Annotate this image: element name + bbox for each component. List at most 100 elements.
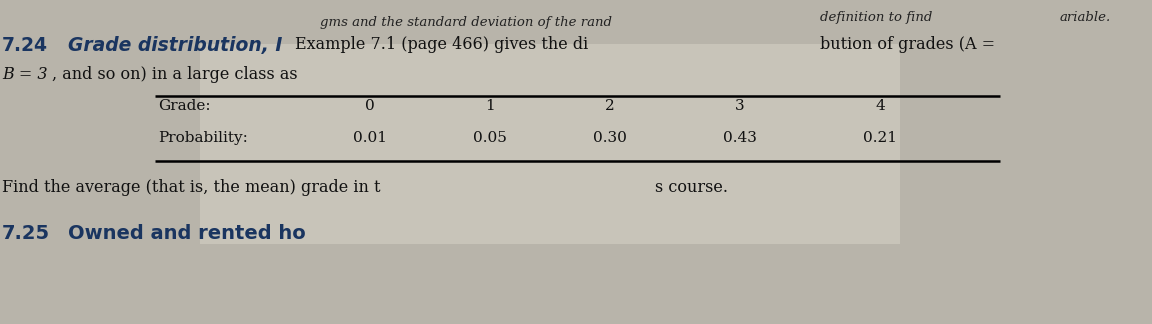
Bar: [342, 0, 346, 324]
Bar: [253, 0, 257, 324]
Bar: [642, 0, 645, 324]
Bar: [619, 0, 622, 324]
Bar: [1045, 0, 1048, 324]
Bar: [838, 0, 841, 324]
Bar: [392, 0, 395, 324]
Bar: [991, 0, 994, 324]
Bar: [530, 0, 533, 324]
Bar: [649, 0, 653, 324]
Bar: [956, 0, 960, 324]
Bar: [119, 0, 123, 324]
Text: 0.43: 0.43: [723, 131, 757, 145]
Bar: [902, 0, 907, 324]
Bar: [384, 0, 388, 324]
Bar: [441, 0, 446, 324]
Bar: [89, 0, 92, 324]
Text: 0: 0: [365, 99, 374, 113]
Bar: [411, 0, 415, 324]
Bar: [262, 0, 265, 324]
Bar: [1079, 0, 1083, 324]
Bar: [541, 0, 545, 324]
Bar: [188, 0, 192, 324]
Bar: [46, 0, 50, 324]
Bar: [856, 0, 861, 324]
Bar: [568, 0, 573, 324]
Bar: [192, 0, 196, 324]
Bar: [829, 0, 833, 324]
Bar: [637, 0, 642, 324]
Bar: [291, 0, 296, 324]
Bar: [922, 0, 925, 324]
Bar: [550, 0, 553, 324]
Bar: [357, 0, 361, 324]
Bar: [319, 0, 323, 324]
Bar: [268, 0, 273, 324]
Bar: [775, 0, 780, 324]
Text: definition to find: definition to find: [820, 11, 932, 24]
Bar: [153, 0, 158, 324]
Bar: [602, 0, 607, 324]
Bar: [215, 0, 219, 324]
Bar: [100, 0, 104, 324]
Bar: [968, 0, 971, 324]
Bar: [230, 0, 234, 324]
Bar: [960, 0, 964, 324]
Bar: [737, 0, 741, 324]
Text: s course.: s course.: [655, 179, 728, 196]
Bar: [918, 0, 922, 324]
Bar: [338, 0, 342, 324]
Bar: [722, 0, 726, 324]
Bar: [515, 0, 518, 324]
Bar: [31, 0, 35, 324]
Bar: [1102, 0, 1106, 324]
Bar: [622, 0, 626, 324]
Text: 7.25: 7.25: [2, 224, 51, 243]
Bar: [683, 0, 688, 324]
Bar: [729, 0, 734, 324]
Bar: [526, 0, 530, 324]
Bar: [665, 0, 668, 324]
Bar: [887, 0, 890, 324]
Bar: [890, 0, 895, 324]
Bar: [66, 0, 69, 324]
Text: 4: 4: [876, 99, 885, 113]
Bar: [472, 0, 476, 324]
Bar: [361, 0, 365, 324]
Bar: [242, 0, 245, 324]
Bar: [510, 0, 515, 324]
Bar: [211, 0, 215, 324]
Bar: [660, 0, 665, 324]
Bar: [734, 0, 737, 324]
Bar: [1083, 0, 1086, 324]
Bar: [169, 0, 173, 324]
Bar: [1010, 0, 1014, 324]
Bar: [864, 0, 867, 324]
Bar: [676, 0, 680, 324]
Bar: [495, 0, 499, 324]
Bar: [73, 0, 77, 324]
Bar: [876, 0, 879, 324]
Bar: [507, 0, 510, 324]
Bar: [1144, 0, 1149, 324]
Bar: [1132, 0, 1137, 324]
Bar: [438, 0, 441, 324]
Text: Example 7.1 (page 466) gives the di: Example 7.1 (page 466) gives the di: [295, 36, 589, 53]
Bar: [323, 0, 326, 324]
Bar: [852, 0, 856, 324]
Bar: [403, 0, 407, 324]
Bar: [971, 0, 976, 324]
Bar: [418, 0, 423, 324]
Bar: [1006, 0, 1010, 324]
Bar: [476, 0, 480, 324]
Text: 0.30: 0.30: [593, 131, 627, 145]
Bar: [879, 0, 884, 324]
Bar: [285, 0, 288, 324]
Bar: [718, 0, 722, 324]
Bar: [760, 0, 764, 324]
Bar: [58, 0, 61, 324]
Text: 0.01: 0.01: [353, 131, 387, 145]
Bar: [146, 0, 150, 324]
Bar: [96, 0, 100, 324]
Bar: [35, 0, 38, 324]
Bar: [1060, 0, 1063, 324]
